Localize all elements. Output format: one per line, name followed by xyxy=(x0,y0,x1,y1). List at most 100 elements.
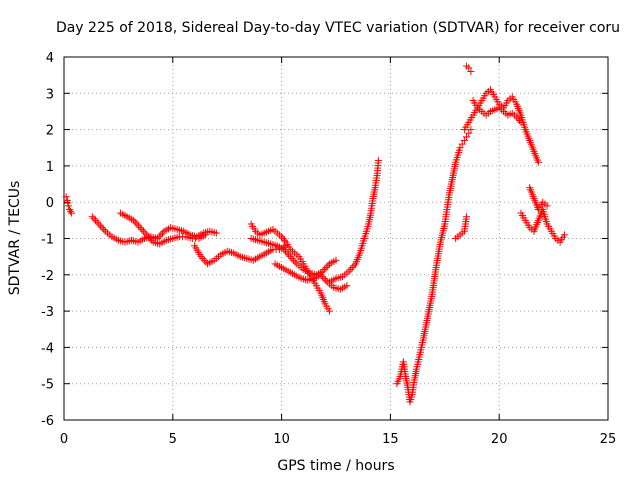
data-point-interp xyxy=(148,236,156,244)
data-point-interp xyxy=(279,235,287,242)
data-point xyxy=(467,126,475,134)
data-point-interp xyxy=(321,265,329,273)
x-tick-label: 0 xyxy=(60,432,68,447)
y-tick-label: -3 xyxy=(41,305,54,320)
data-point xyxy=(460,136,468,144)
data-point xyxy=(343,282,351,290)
data-point xyxy=(286,253,294,261)
y-tick-label: -2 xyxy=(41,269,54,284)
data-point xyxy=(543,202,551,210)
y-tick-label: 1 xyxy=(46,160,54,175)
chart-title: Day 225 of 2018, Sidereal Day-to-day VTE… xyxy=(56,20,620,36)
y-tick-label: 0 xyxy=(46,196,54,211)
data-point-interp xyxy=(146,235,154,242)
data-point-interp xyxy=(320,274,328,282)
data-point xyxy=(463,213,471,221)
data-point xyxy=(280,245,288,253)
x-tick-label: 10 xyxy=(273,432,290,447)
y-tick-label: -4 xyxy=(41,341,54,356)
data-point xyxy=(88,213,96,221)
x-tick-label: 5 xyxy=(169,432,177,447)
data-point-interp xyxy=(347,265,355,273)
data-point-interp xyxy=(324,262,332,270)
data-point xyxy=(143,231,151,239)
y-tick-label: 2 xyxy=(46,124,54,139)
data-point-interp xyxy=(139,227,147,235)
data-point-interp xyxy=(322,264,330,272)
data-point-interp xyxy=(322,276,330,284)
data-point xyxy=(62,193,70,201)
data-point xyxy=(197,253,205,261)
data-point xyxy=(456,144,464,152)
data-point xyxy=(374,156,382,164)
data-point-interp xyxy=(138,225,146,233)
y-axis-label: SDTVAR / TECUs xyxy=(7,181,23,296)
x-tick-labels: 0 5 10 15 20 25 xyxy=(60,432,616,447)
y-tick-label: -5 xyxy=(41,378,54,393)
data-point-interp xyxy=(200,256,208,264)
data-point-interp xyxy=(281,236,289,244)
data-point-interp xyxy=(144,233,152,241)
data-point xyxy=(68,209,76,217)
data-point xyxy=(319,267,327,275)
data-points xyxy=(62,62,568,406)
data-point xyxy=(513,113,521,121)
data-point-interp xyxy=(348,264,356,272)
y-tick-label: 3 xyxy=(46,87,54,102)
data-point-interp xyxy=(516,117,524,125)
data-point xyxy=(317,271,325,279)
data-point-interp xyxy=(155,233,163,241)
data-point xyxy=(325,307,333,315)
y-tick-label: 4 xyxy=(46,51,54,66)
data-point-interp xyxy=(90,215,98,223)
data-point-interp xyxy=(291,258,299,266)
data-point-interp xyxy=(283,249,291,257)
data-point xyxy=(130,216,138,224)
data-point-interp xyxy=(133,220,141,228)
data-point xyxy=(465,129,473,137)
ticks-layer xyxy=(63,56,609,421)
data-point xyxy=(67,207,75,215)
x-axis-label: GPS time / hours xyxy=(277,458,394,474)
data-point xyxy=(534,158,542,166)
y-tick-labels: -6 -5 -4 -3 -2 -1 0 1 2 3 4 xyxy=(41,51,54,429)
data-point-interp xyxy=(135,222,143,230)
data-point-interp xyxy=(157,231,165,239)
data-point-interp xyxy=(141,229,149,237)
data-point xyxy=(95,220,103,228)
data-point-interp xyxy=(92,216,100,224)
data-point xyxy=(560,231,568,239)
data-point xyxy=(458,140,466,148)
data-point-interp xyxy=(281,247,289,255)
data-point xyxy=(517,118,525,126)
data-point-interp xyxy=(96,222,104,230)
data-point-interp xyxy=(318,273,326,281)
data-point xyxy=(463,133,471,141)
data-point xyxy=(467,68,475,76)
data-point-interp xyxy=(285,251,293,259)
data-point xyxy=(212,229,220,237)
grid-layer xyxy=(64,57,608,420)
data-point-interp xyxy=(290,256,298,264)
data-point xyxy=(201,231,209,239)
data-point-interp xyxy=(350,262,358,270)
x-tick-label: 25 xyxy=(600,432,617,447)
data-point xyxy=(65,205,73,213)
data-point xyxy=(278,233,286,241)
data-point xyxy=(136,224,144,232)
data-point-interp xyxy=(199,254,207,262)
data-point-interp xyxy=(514,115,522,123)
data-point xyxy=(345,267,353,275)
x-tick-label: 15 xyxy=(382,432,399,447)
y-tick-label: -6 xyxy=(41,414,54,429)
data-point-interp xyxy=(202,258,210,266)
y-tick-label: -1 xyxy=(41,233,54,248)
data-point xyxy=(64,202,72,210)
data-point-interp xyxy=(288,254,296,262)
data-point xyxy=(465,64,473,72)
data-point-interp xyxy=(131,218,139,226)
data-point-interp xyxy=(100,225,108,233)
data-point xyxy=(332,256,340,264)
x-tick-label: 20 xyxy=(491,432,508,447)
